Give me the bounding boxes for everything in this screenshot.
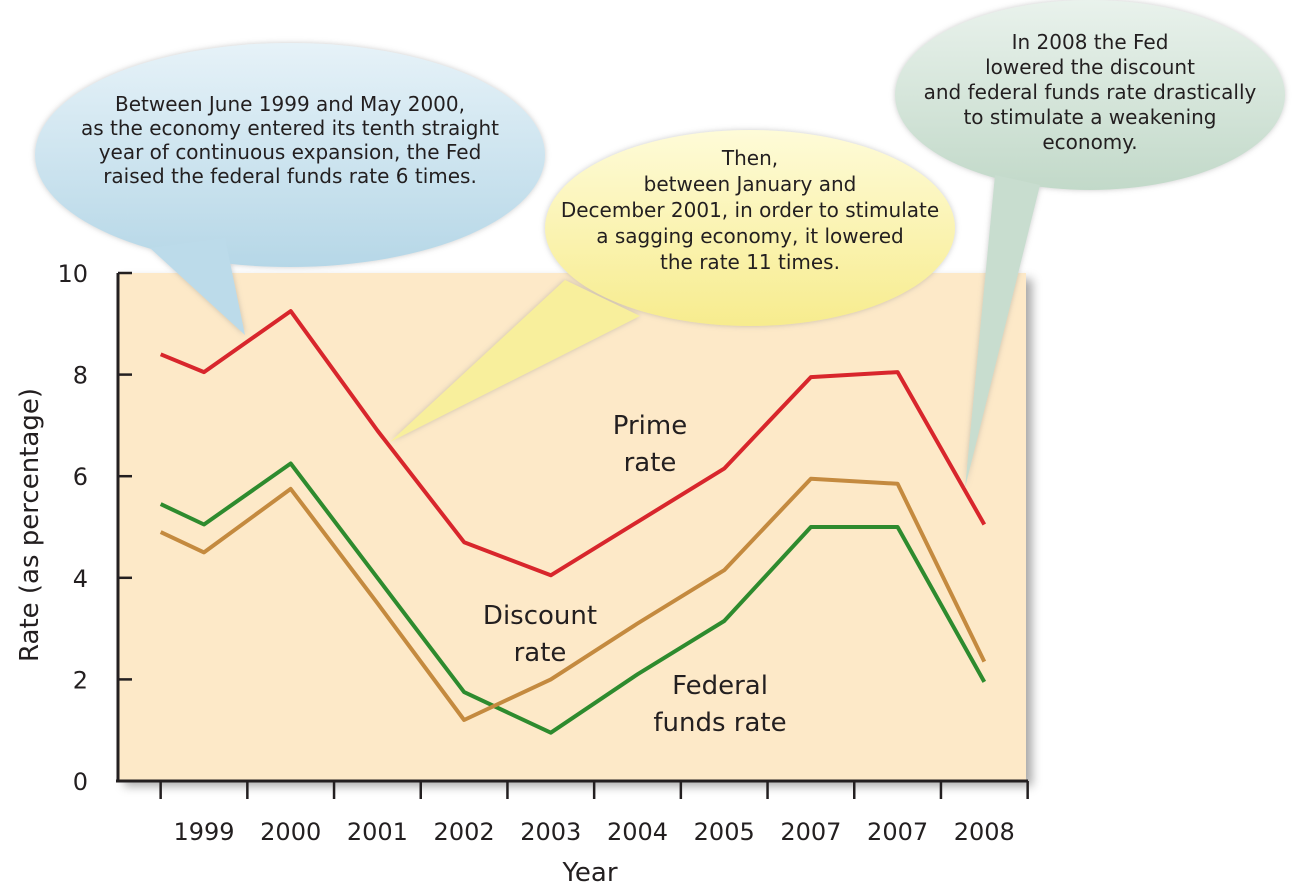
y-tick-label: 8 (73, 362, 88, 390)
annotation-bubble-middle (390, 130, 955, 442)
bubble-right-body (895, 0, 1285, 190)
annotation-right-line: economy. (1042, 130, 1138, 154)
y-axis-tick-labels: 0 2 4 6 8 10 (57, 260, 88, 796)
series-label-line: Federal (672, 671, 768, 701)
annotation-left-line: as the economy entered its tenth straigh… (81, 116, 499, 140)
x-axis-title: Year (562, 858, 618, 888)
annotation-middle-line: Then, (721, 146, 779, 170)
y-tick-label: 0 (73, 768, 88, 796)
x-tick-label: 2008 (954, 818, 1015, 846)
series-label-line: Prime (612, 411, 688, 441)
y-tick-label: 4 (73, 565, 88, 593)
x-tick-label: 1999 (173, 818, 234, 846)
y-tick-label: 2 (73, 666, 88, 694)
annotation-middle-line: a sagging economy, it lowered (596, 224, 904, 248)
x-tick-label: 2007 (867, 818, 928, 846)
x-axis-tick-labels: 1999 2000 2001 2002 2003 2004 2005 2007 2007 2008 (173, 818, 1014, 846)
series-label-prime: Prime rate (560, 408, 740, 482)
annotation-bubble-right (895, 0, 1285, 488)
annotation-left-line: year of continuous expansion, the Fed (98, 140, 482, 164)
annotation-right-line: In 2008 the Fed (1011, 30, 1169, 54)
federal-funds-rate-line (159, 476, 987, 722)
annotation-middle-text: Then, between January and December 2001,… (560, 145, 940, 275)
series-label-line: Discount (482, 601, 598, 631)
annotation-middle-line: the rate 11 times. (660, 250, 840, 274)
x-tick-label: 2004 (607, 818, 668, 846)
bubble-left-body (35, 43, 545, 267)
x-axis-ticks (159, 781, 1029, 799)
annotation-right-line: lowered the discount (985, 55, 1195, 79)
annotation-bubble-left (35, 43, 545, 335)
x-tick-label: 2007 (780, 818, 841, 846)
series-label-line: funds rate (653, 708, 787, 738)
annotation-left-line: Between June 1999 and May 2000, (115, 92, 465, 116)
y-tick-label: 6 (73, 463, 88, 491)
x-tick-label: 2001 (347, 818, 408, 846)
annotation-right-line: to stimulate a weakening (963, 105, 1217, 129)
y-axis-ticks (118, 271, 132, 783)
y-tick-label: 10 (57, 260, 88, 288)
annotation-right-line: and federal funds rate drastically (923, 80, 1257, 104)
annotation-left-line: raised the federal funds rate 6 times. (103, 164, 477, 188)
x-tick-label: 2005 (694, 818, 755, 846)
discount-rate-line (159, 461, 987, 735)
series-label-line: rate (623, 448, 677, 478)
bubble-left-tail (150, 238, 245, 335)
y-axis-title: Rate (as percentage) (15, 388, 45, 662)
series-layer (159, 309, 987, 735)
bubble-right-tail (965, 175, 1040, 488)
x-tick-label: 2003 (520, 818, 581, 846)
bubble-middle-body (545, 130, 955, 326)
annotation-right-text: In 2008 the Fed lowered the discount and… (915, 30, 1265, 155)
series-label-discount: Discount rate (440, 598, 640, 672)
x-tick-label: 2000 (260, 818, 321, 846)
annotation-left-text: Between June 1999 and May 2000, as the e… (60, 92, 520, 188)
prime-rate-line (159, 309, 987, 578)
x-tick-label: 2002 (434, 818, 495, 846)
bubble-middle-tail (390, 280, 640, 442)
series-label-line: rate (513, 638, 567, 668)
series-label-federal-funds: Federal funds rate (620, 668, 820, 742)
annotation-middle-line: between January and (643, 172, 857, 196)
annotation-middle-line: December 2001, in order to stimulate (560, 198, 940, 222)
